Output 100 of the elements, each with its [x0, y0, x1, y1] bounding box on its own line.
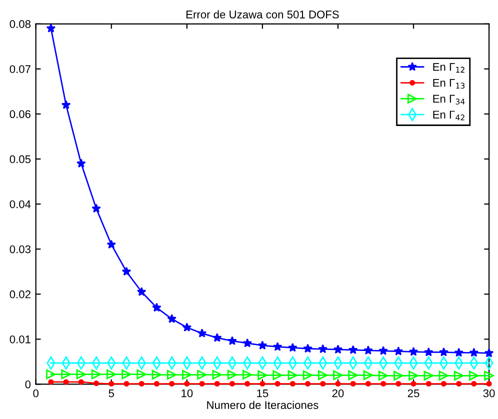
point: [108, 380, 114, 387]
point: [136, 369, 146, 380]
point: [364, 346, 373, 355]
x-tick-label: 30: [483, 389, 495, 398]
y-tick-label: 0.06: [10, 110, 31, 118]
point: [46, 369, 56, 380]
point: [244, 380, 250, 387]
point: [169, 380, 175, 387]
point: [212, 332, 222, 342]
point: [439, 347, 448, 356]
point: [166, 370, 177, 380]
x-tick-label: 0: [33, 389, 39, 398]
point: [242, 370, 252, 380]
point: [199, 380, 205, 387]
legend-label: En Γ$_{13}$: [433, 79, 465, 89]
point: [78, 379, 84, 385]
point: [304, 380, 311, 387]
point: [91, 369, 102, 380]
point: [227, 370, 238, 380]
point: [136, 287, 146, 296]
point: [258, 370, 268, 380]
point: [214, 380, 220, 387]
y-tick-label: 0.05: [10, 155, 31, 164]
point: [124, 380, 130, 387]
y-tick-label: 0.08: [10, 20, 31, 28]
y-tick-label: 0: [25, 380, 31, 388]
point: [288, 370, 298, 380]
point: [61, 369, 71, 380]
point: [484, 370, 494, 381]
point: [456, 380, 462, 387]
point: [302, 370, 313, 380]
point: [410, 380, 416, 387]
point: [122, 266, 132, 276]
point: [471, 380, 477, 387]
point: [288, 342, 298, 352]
point: [303, 344, 312, 353]
point: [197, 328, 207, 338]
point: [272, 342, 282, 351]
y-tick-label: 0.07: [10, 65, 30, 74]
x-tick-label: 20: [332, 389, 344, 398]
point: [258, 340, 268, 350]
point: [61, 100, 71, 110]
x-tick-label: 25: [408, 389, 420, 398]
point: [76, 369, 86, 380]
point: [394, 370, 404, 381]
point: [365, 380, 371, 387]
point: [320, 380, 326, 387]
point: [408, 346, 418, 356]
point: [318, 370, 328, 380]
point: [363, 370, 374, 380]
point: [333, 370, 343, 380]
point: [408, 370, 418, 381]
x-tick-label: 10: [182, 389, 193, 398]
point: [438, 370, 449, 381]
point: [152, 370, 162, 380]
point: [212, 370, 222, 380]
point: [440, 380, 446, 387]
point: [318, 344, 328, 354]
point: [424, 370, 434, 381]
point: [182, 322, 192, 332]
point: [396, 380, 402, 387]
legend-label: En Γ$_{34}$: [433, 94, 465, 105]
point: [184, 380, 190, 387]
point: [335, 380, 341, 387]
point: [469, 370, 479, 381]
point: [260, 380, 266, 387]
point: [350, 380, 356, 387]
point: [242, 338, 252, 348]
point: [48, 379, 54, 385]
y-tick-label: 0.02: [10, 290, 30, 298]
point: [290, 380, 296, 387]
point: [274, 380, 280, 387]
x-axis-title: Numero de Iteraciones: [207, 400, 318, 409]
point: [272, 370, 282, 380]
point: [154, 380, 160, 387]
point: [380, 380, 386, 387]
x-tick-label: 15: [257, 389, 268, 398]
point: [94, 380, 100, 386]
point: [229, 380, 236, 387]
point: [106, 369, 116, 380]
point: [348, 370, 358, 380]
point: [394, 346, 404, 356]
point: [167, 314, 176, 323]
point: [76, 158, 86, 168]
y-tick-label: 0.01: [10, 335, 30, 344]
point: [63, 379, 69, 385]
legend-label: En Γ$_{42}$: [433, 110, 464, 120]
point: [152, 302, 162, 312]
point: [138, 380, 144, 387]
point: [46, 24, 56, 32]
point: [348, 345, 358, 354]
point: [182, 370, 192, 380]
point: [426, 380, 432, 387]
point: [469, 348, 479, 357]
point: [424, 347, 434, 356]
point: [378, 370, 388, 381]
point: [454, 370, 464, 381]
point: [197, 370, 207, 380]
point: [333, 344, 343, 354]
y-tick-label: 0.03: [10, 245, 31, 254]
